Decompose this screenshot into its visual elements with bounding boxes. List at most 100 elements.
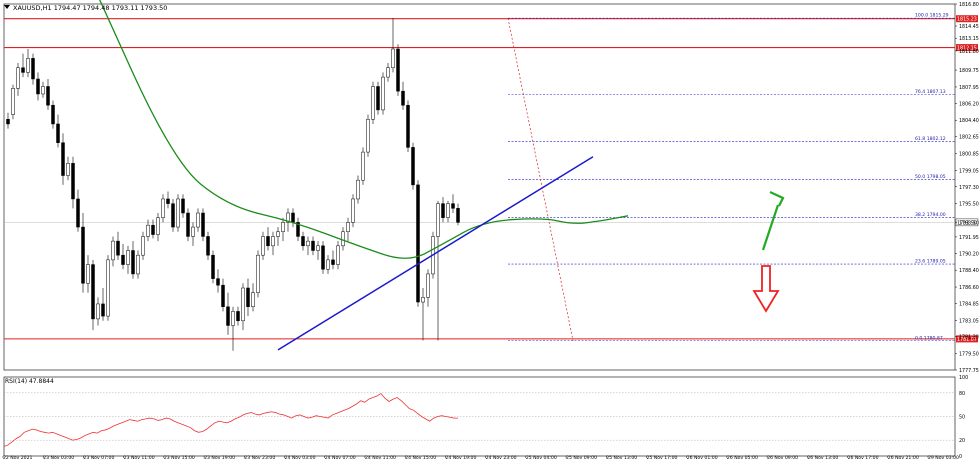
bear-candle <box>101 303 105 317</box>
bear-candle <box>216 278 220 286</box>
bear-candle <box>311 240 315 251</box>
rsi-tick-label: 20 <box>959 438 965 444</box>
bull-candle <box>276 231 280 237</box>
bull-candle <box>356 179 360 200</box>
bull-candle <box>16 67 20 89</box>
bull-candle <box>111 240 115 261</box>
price-tick-label: 1797.30 <box>959 185 979 191</box>
bull-candle <box>176 198 180 228</box>
moving-average <box>99 0 629 259</box>
bull-candle <box>66 163 70 176</box>
bull-candle <box>241 287 245 322</box>
price-tick-label: 1816.80 <box>959 2 979 8</box>
rsi-line <box>3 393 459 447</box>
bear-candle <box>221 284 225 307</box>
bull-candle <box>316 245 320 251</box>
bear-candle <box>166 198 170 204</box>
bear-candle <box>296 222 300 237</box>
time-tick-label: 26 Nov 05:00 <box>727 455 758 460</box>
time-tick-label: 22 Nov 2021 <box>3 455 32 460</box>
bull-candle <box>106 259 110 317</box>
bear-candle <box>301 236 305 247</box>
bull-candle <box>96 303 100 320</box>
bear-candle <box>36 78 40 95</box>
bear-candle <box>116 240 120 256</box>
sma-line <box>99 0 629 259</box>
fib-level-label: 50.0 1798.05 <box>915 174 946 180</box>
time-tick-label: 29 Nov 03:00 <box>928 455 959 460</box>
bear-candle <box>291 212 295 223</box>
fibonacci-retracement[interactable]: 100.0 1815.29 76.4 1807.13 61.8 1802.12 50.… <box>507 13 955 342</box>
bull-candle <box>196 212 200 228</box>
bull-candle <box>426 273 430 298</box>
bull-candle <box>386 67 390 78</box>
bear-candle <box>236 311 240 322</box>
bull-candle <box>261 236 265 256</box>
price-tick-label: 1807.95 <box>959 85 979 91</box>
price-tick-label: 1777.75 <box>959 368 979 374</box>
price-tick-label: 1813.15 <box>959 36 979 42</box>
price-tick-label: 1799.05 <box>959 168 979 174</box>
bull-candle <box>391 48 395 68</box>
bear-candle <box>121 254 125 265</box>
time-tick-label: 24 Nov 11:00 <box>365 455 396 460</box>
bull-candle <box>156 217 160 235</box>
time-tick-label: 25 Nov 04:00 <box>526 455 557 460</box>
horizontal-levels: 1815.23 1812.15 1781.07 1793.50 <box>4 15 979 343</box>
bull-candle <box>361 151 365 181</box>
bear-candle <box>181 198 185 214</box>
price-tag-label: 1815.23 <box>957 17 977 23</box>
fib-diagonal <box>507 18 574 341</box>
time-tick-label: 26 Nov 13:00 <box>807 455 838 460</box>
bear-candle <box>226 306 230 326</box>
bull-candle <box>41 86 45 95</box>
time-tick-label: 24 Nov 23:00 <box>486 455 517 460</box>
trendline[interactable] <box>277 156 594 351</box>
bear-candle <box>416 184 420 303</box>
bear-candle <box>6 119 10 125</box>
bear-candle <box>31 58 35 80</box>
bear-candle <box>321 245 325 270</box>
bull-candle <box>336 245 340 265</box>
bull-candle <box>256 254 260 293</box>
time-tick-label: 23 Nov 07:00 <box>83 455 114 460</box>
red-arrow-down-icon <box>752 265 780 313</box>
price-tag-label: 1812.15 <box>957 46 977 52</box>
bear-candle <box>91 264 95 320</box>
price-tick-label: 1783.05 <box>959 318 979 324</box>
fib-level-label: 23.6 1789.05 <box>915 259 946 265</box>
dropdown-triangle-icon[interactable] <box>4 5 10 9</box>
bear-candle <box>201 212 205 237</box>
bullish-trendline <box>277 156 594 351</box>
fib-level-label: 76.4 1807.13 <box>915 89 946 95</box>
price-tick-label: 1784.85 <box>959 301 979 307</box>
bear-candle <box>401 90 405 106</box>
bear-candle <box>56 123 60 143</box>
price-tick-label: 1804.40 <box>959 118 979 124</box>
price-tick-label: 1793.50 <box>959 220 979 226</box>
bear-candle <box>151 224 155 235</box>
bull-candle <box>11 88 15 115</box>
price-tick-label: 1809.75 <box>959 68 979 74</box>
time-tick-label: 26 Nov 01:00 <box>687 455 718 460</box>
bull-candle <box>86 264 90 284</box>
price-tick-label: 1802.65 <box>959 135 979 141</box>
time-tick-label: 26 Nov 21:00 <box>888 455 919 460</box>
candles <box>6 18 460 351</box>
bear-candle <box>456 208 460 223</box>
fib-level-label: 61.8 1802.12 <box>915 136 946 142</box>
bull-candle <box>351 198 355 223</box>
green-arrowhead-icon <box>769 191 785 207</box>
bull-candle <box>136 254 140 275</box>
bear-candle <box>411 147 415 186</box>
annotation-arrows <box>752 191 785 313</box>
rsi-tick-label: 0 <box>959 454 962 460</box>
fib-level-label: 0.0 1780.87 <box>915 335 943 341</box>
price-tick-label: 1800.85 <box>959 151 979 157</box>
rsi-tick-label: 100 <box>959 375 968 381</box>
bull-candle <box>191 226 195 237</box>
bear-candle <box>81 226 85 284</box>
